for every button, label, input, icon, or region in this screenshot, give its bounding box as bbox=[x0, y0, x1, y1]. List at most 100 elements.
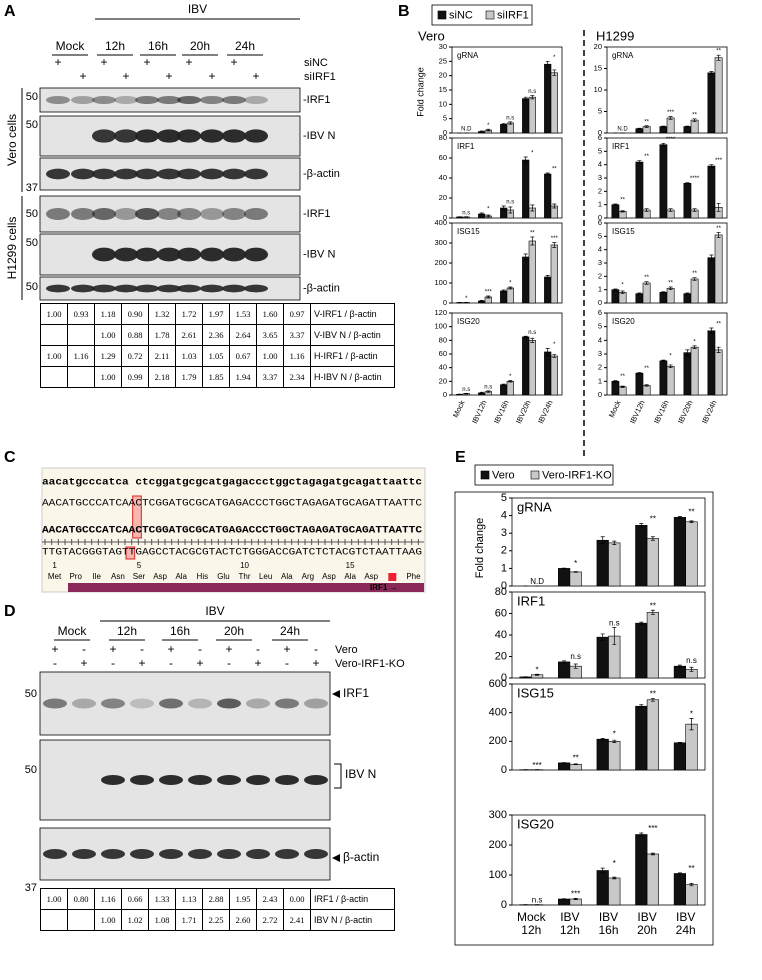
error-bar bbox=[644, 125, 649, 128]
significance: n.s bbox=[462, 210, 470, 216]
significance: * bbox=[690, 710, 693, 719]
table-cell bbox=[40, 324, 68, 346]
blot-label: -IRF1 bbox=[303, 94, 331, 106]
significance: N.D bbox=[530, 577, 544, 586]
blot-band bbox=[114, 129, 138, 143]
bar bbox=[500, 124, 508, 134]
y-tick-label: 0 bbox=[443, 213, 447, 222]
blot-band bbox=[244, 247, 268, 262]
y-tick-label: 300 bbox=[489, 809, 507, 821]
y-tick-label: 0 bbox=[501, 899, 507, 911]
table-cell: 1.13 bbox=[175, 888, 203, 910]
table-cell: 1.00 bbox=[94, 324, 122, 346]
x-tick-label: IBV20h bbox=[514, 399, 533, 425]
error-bar bbox=[545, 348, 550, 356]
y-tick-label: 100 bbox=[489, 869, 507, 881]
error-bar bbox=[464, 392, 469, 395]
bar bbox=[685, 723, 698, 771]
residue: Asp bbox=[322, 572, 336, 581]
blot-band bbox=[92, 247, 116, 262]
lane-sign: - bbox=[198, 642, 202, 656]
error-bar bbox=[650, 536, 655, 541]
significance: ** bbox=[620, 374, 625, 380]
lane-sign: - bbox=[314, 642, 318, 656]
table-cell: 2.34 bbox=[283, 366, 311, 388]
legend-swatch bbox=[485, 10, 495, 20]
y-tick-label: 120 bbox=[434, 308, 447, 317]
group-label: Mock bbox=[56, 39, 86, 53]
residue: Leu bbox=[259, 572, 272, 581]
error-bar bbox=[479, 130, 484, 133]
significance: * bbox=[536, 665, 539, 674]
bar bbox=[608, 542, 621, 587]
significance: ** bbox=[573, 754, 579, 763]
bar bbox=[522, 98, 530, 134]
table-cell: 1.94 bbox=[229, 366, 257, 388]
error-bar bbox=[523, 335, 528, 338]
error-bar bbox=[689, 666, 694, 672]
error-bar bbox=[689, 520, 694, 523]
table-cell: 1.05 bbox=[202, 345, 230, 367]
blot-band bbox=[246, 849, 270, 859]
bar bbox=[635, 622, 648, 679]
error-bar bbox=[562, 762, 567, 764]
group-label: 12h bbox=[105, 39, 125, 53]
bar bbox=[550, 72, 558, 134]
condition-label: siIRF1 bbox=[304, 71, 336, 83]
blot-band bbox=[71, 96, 95, 104]
bar bbox=[659, 360, 668, 396]
blot-band bbox=[157, 208, 181, 220]
error-bar bbox=[523, 96, 528, 101]
blot-band bbox=[135, 284, 159, 293]
error-bar bbox=[508, 206, 513, 214]
bar bbox=[673, 517, 686, 587]
table-cell: 2.64 bbox=[229, 324, 257, 346]
significance: n.s bbox=[484, 384, 492, 390]
condition-label: Vero-IRF1-KO bbox=[335, 658, 405, 670]
significance: ** bbox=[692, 271, 697, 277]
chart-title: gRNA bbox=[517, 499, 552, 514]
blot-band bbox=[244, 208, 268, 220]
blot-band bbox=[200, 129, 224, 143]
legend-label: Vero bbox=[492, 469, 515, 481]
blot-band bbox=[217, 775, 241, 785]
error-bar bbox=[644, 384, 649, 387]
table-cell: 1.16 bbox=[94, 888, 122, 910]
blot-band bbox=[157, 247, 181, 262]
blot-band bbox=[222, 129, 246, 143]
significance: **** bbox=[690, 176, 700, 182]
residue: Ala bbox=[175, 572, 187, 581]
panel-label: C bbox=[4, 449, 16, 466]
error-bar bbox=[501, 383, 506, 386]
bar bbox=[690, 346, 699, 396]
table-row-label: V-IRF1 / β-actin bbox=[310, 303, 395, 325]
y-tick-label: 60 bbox=[439, 153, 447, 162]
blot-band bbox=[92, 208, 116, 220]
table-cell: 1.00 bbox=[40, 888, 68, 910]
table-cell bbox=[67, 324, 95, 346]
bar bbox=[635, 161, 644, 219]
blot-band bbox=[304, 698, 328, 709]
lane-sign: - bbox=[227, 656, 231, 670]
bar bbox=[666, 288, 675, 304]
bar bbox=[528, 240, 536, 304]
blot-band bbox=[222, 168, 246, 180]
error-bar bbox=[600, 738, 605, 741]
bar bbox=[635, 705, 648, 771]
y-tick-label: 20 bbox=[594, 42, 602, 51]
significance: ** bbox=[620, 198, 625, 204]
lane-sign: - bbox=[82, 642, 86, 656]
treatment-label: IBV bbox=[188, 2, 207, 16]
lane-sign: + bbox=[252, 69, 259, 83]
blot-label: -IRF1 bbox=[303, 208, 331, 220]
blot-band bbox=[130, 849, 154, 859]
bar bbox=[635, 372, 644, 396]
bar bbox=[673, 742, 686, 771]
error-bar bbox=[685, 182, 690, 185]
table-cell: 1.79 bbox=[175, 366, 203, 388]
blot-band bbox=[130, 698, 154, 709]
x-tick-label: IBV20h bbox=[676, 399, 695, 425]
lane-sign: + bbox=[165, 69, 172, 83]
bar bbox=[642, 282, 651, 304]
error-bar bbox=[716, 202, 721, 212]
